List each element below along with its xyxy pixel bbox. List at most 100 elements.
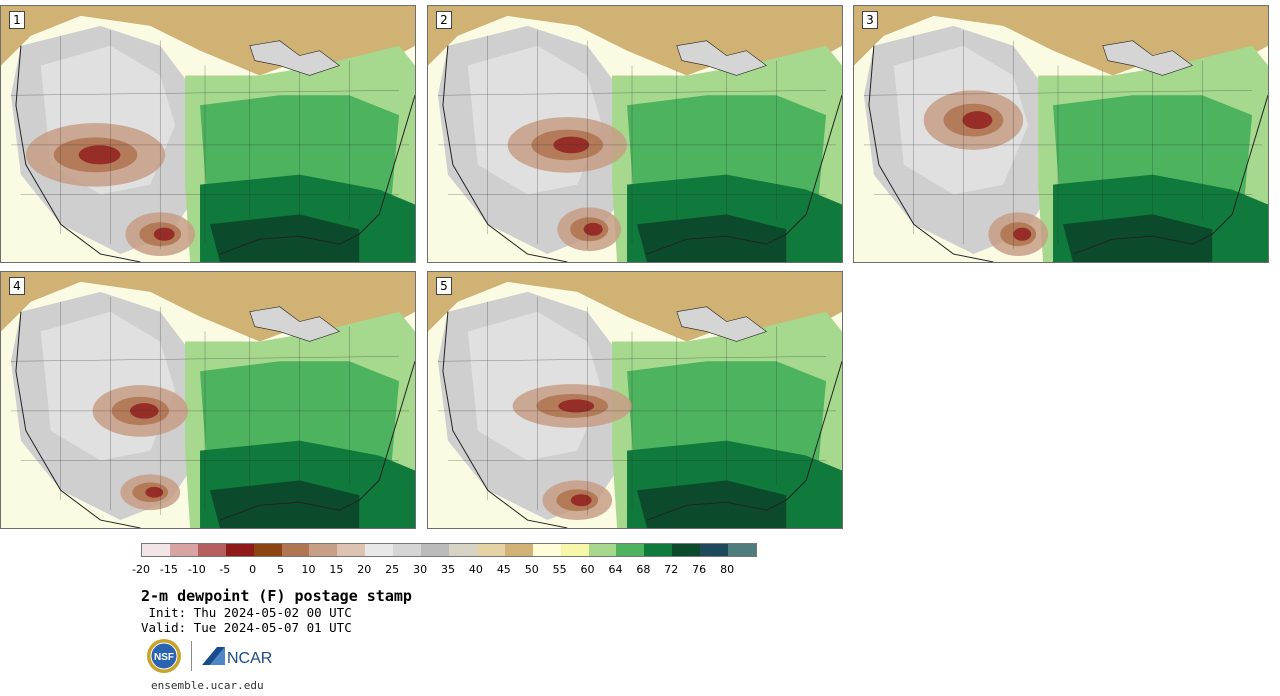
gulf-of-mexico — [636, 214, 787, 262]
init-time: Init: Thu 2024-05-02 00 UTC — [141, 605, 352, 620]
svg-text:NSF: NSF — [154, 652, 174, 663]
colorbar-swatch — [337, 544, 366, 556]
colorbar-swatch — [197, 544, 226, 556]
great-lakes — [249, 40, 341, 76]
great-lakes — [676, 306, 768, 342]
dry-area-core — [1013, 227, 1032, 241]
state-border — [437, 356, 827, 362]
colorbar-swatch — [421, 544, 449, 556]
colorbar-swatch — [700, 544, 729, 556]
panel-number-4: 4 — [9, 277, 25, 295]
footer-url[interactable]: ensemble.ucar.edu — [151, 679, 264, 692]
dry-area-core — [153, 227, 175, 241]
gulf-of-mexico — [209, 480, 360, 528]
dry-area-core — [583, 222, 603, 236]
state-border — [863, 90, 1253, 96]
colorbar-swatch — [365, 544, 394, 556]
gulf-of-mexico — [1062, 214, 1213, 262]
colorbar-swatch — [728, 544, 756, 556]
panel-number-5: 5 — [436, 277, 452, 295]
colorbar-swatch — [309, 544, 338, 556]
svg-text:NCAR: NCAR — [227, 650, 272, 667]
west-coastline — [442, 311, 568, 528]
map-panel-3[interactable]: 3 — [853, 5, 1269, 263]
colorbar-tick-label: 80 — [720, 563, 735, 576]
east-coastline — [646, 361, 842, 521]
panel-number-1: 1 — [9, 11, 25, 29]
logos: NSF NCAR — [146, 638, 277, 674]
map-panel-1[interactable]: 1 — [0, 5, 416, 263]
dry-area-core — [570, 494, 592, 507]
colorbar-tick-label: 72 — [664, 563, 679, 576]
colorbar-tick-label: 20 — [357, 563, 372, 576]
valid-time: Valid: Tue 2024-05-07 01 UTC — [141, 620, 352, 635]
colorbar-tick-label: 68 — [636, 563, 651, 576]
colorbar-tick-label: 35 — [441, 563, 455, 576]
state-border — [10, 356, 400, 362]
colorbar-tick-label: -20 — [132, 563, 150, 576]
colorbar-tick-label: 30 — [413, 563, 428, 576]
west-coastline — [868, 45, 994, 262]
east-coastline — [1072, 95, 1268, 255]
colorbar-swatch — [504, 544, 533, 556]
chart-title: 2-m dewpoint (F) postage stamp — [141, 587, 412, 605]
panel-number-3: 3 — [862, 11, 878, 29]
state-border — [437, 90, 827, 96]
colorbar-tick-label: 76 — [692, 563, 707, 576]
dewpoint-map-1 — [1, 6, 415, 262]
dry-area-core — [962, 111, 993, 130]
colorbar-swatch — [253, 544, 282, 556]
east-coastline — [219, 361, 415, 521]
colorbar-tick-label: -15 — [159, 563, 178, 576]
great-lakes — [1102, 40, 1194, 76]
colorbar-tick-label: -5 — [219, 563, 231, 576]
colorbar-swatch — [142, 544, 170, 556]
ncar-logo: NCAR — [202, 647, 272, 667]
colorbar-swatch — [448, 544, 477, 556]
colorbar-tick-label: 40 — [468, 563, 483, 576]
west-coastline — [15, 311, 141, 528]
west-coastline — [442, 45, 568, 262]
colorbar-swatch — [616, 544, 645, 556]
gulf-of-mexico — [636, 480, 787, 528]
colorbar-swatch — [644, 544, 673, 556]
west-coastline — [15, 45, 141, 262]
colorbar-tick-label: -10 — [187, 563, 206, 576]
east-coastline — [646, 95, 842, 255]
map-panel-5[interactable]: 5 — [427, 271, 843, 529]
east-coastline — [219, 95, 415, 255]
colorbar-tick-label: 5 — [277, 563, 285, 576]
colorbar-tick-label: 64 — [608, 563, 623, 576]
colorbar-tick-label: 45 — [496, 563, 511, 576]
colorbar-tick-label: 10 — [301, 563, 316, 576]
colorbar-tick-label: 25 — [385, 563, 400, 576]
dewpoint-map-4 — [1, 272, 415, 528]
colorbar-tick-label: 55 — [552, 563, 567, 576]
dry-area-core — [558, 399, 595, 413]
logo-divider — [191, 641, 192, 671]
colorbar-tick-label: 50 — [524, 563, 539, 576]
colorbar-swatch — [532, 544, 561, 556]
colorbar-swatch — [225, 544, 254, 556]
dry-area-core — [78, 145, 121, 165]
colorbar-swatch — [672, 544, 701, 556]
colorbar-swatch — [393, 544, 422, 556]
colorbar-tick-label: 15 — [329, 563, 344, 576]
great-lakes — [676, 40, 768, 76]
colorbar-tick-label: 0 — [249, 563, 257, 576]
map-panel-4[interactable]: 4 — [0, 271, 416, 529]
colorbar-swatch — [560, 544, 589, 556]
gulf-of-mexico — [209, 214, 360, 262]
dewpoint-map-5 — [428, 272, 842, 528]
dewpoint-map-3 — [854, 6, 1268, 262]
colorbar-swatch — [588, 544, 617, 556]
state-border — [10, 90, 400, 96]
great-lakes — [249, 306, 341, 342]
dewpoint-map-2 — [428, 6, 842, 262]
nsf-logo: NSF — [147, 639, 181, 673]
colorbar-swatch — [281, 544, 310, 556]
panel-number-2: 2 — [436, 11, 452, 29]
colorbar-swatch — [476, 544, 505, 556]
map-panel-2[interactable]: 2 — [427, 5, 843, 263]
colorbar-tick-label: 60 — [580, 563, 595, 576]
